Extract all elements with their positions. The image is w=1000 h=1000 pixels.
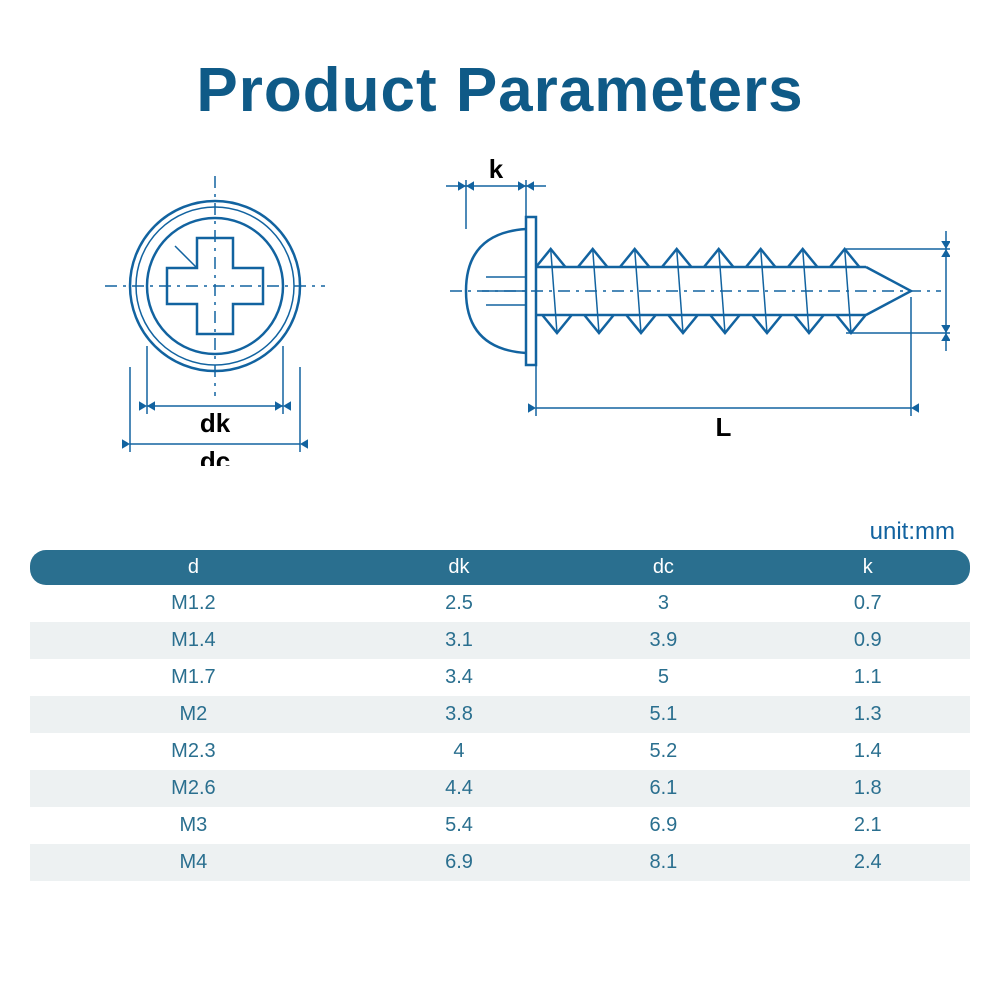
svg-text:dc: dc (200, 446, 230, 466)
table-cell: M1.2 (30, 585, 357, 622)
table-cell: M2 (30, 696, 357, 733)
table-cell: M1.4 (30, 622, 357, 659)
table-cell: 5 (561, 659, 765, 696)
table-cell: 1.4 (766, 733, 970, 770)
table-cell: M2.3 (30, 733, 357, 770)
table-row: M1.22.530.7 (30, 585, 970, 622)
table-cell: 1.1 (766, 659, 970, 696)
table-cell: 4 (357, 733, 561, 770)
table-cell: 3 (561, 585, 765, 622)
table-row: M1.43.13.90.9 (30, 622, 970, 659)
table-header-cell: d (30, 550, 357, 585)
table-cell: 2.4 (766, 844, 970, 881)
table-row: M46.98.12.4 (30, 844, 970, 881)
table-cell: 8.1 (561, 844, 765, 881)
table-cell: 5.2 (561, 733, 765, 770)
table-header-cell: dk (357, 550, 561, 585)
table-cell: M4 (30, 844, 357, 881)
table-cell: 6.9 (561, 807, 765, 844)
table-row: M35.46.92.1 (30, 807, 970, 844)
table-cell: 6.1 (561, 770, 765, 807)
table-cell: 1.8 (766, 770, 970, 807)
table-cell: 3.9 (561, 622, 765, 659)
svg-text:dk: dk (200, 408, 231, 438)
table-cell: 3.8 (357, 696, 561, 733)
table-header-row: ddkdck (30, 550, 970, 585)
unit-label: unit:mm (870, 518, 955, 546)
table-cell: 0.7 (766, 585, 970, 622)
table-row: M1.73.451.1 (30, 659, 970, 696)
svg-text:k: k (489, 156, 504, 184)
table-row: M2.64.46.11.8 (30, 770, 970, 807)
table-row: M23.85.11.3 (30, 696, 970, 733)
table-cell: 2.1 (766, 807, 970, 844)
table-cell: 4.4 (357, 770, 561, 807)
table-cell: 5.1 (561, 696, 765, 733)
table-header-cell: dc (561, 550, 765, 585)
screw-diagram: dkdckdL (50, 156, 950, 466)
table-cell: M2.6 (30, 770, 357, 807)
page-title: Product Parameters (0, 0, 1000, 126)
table-row: M2.345.21.4 (30, 733, 970, 770)
table-header-cell: k (766, 550, 970, 585)
table-cell: 3.4 (357, 659, 561, 696)
svg-text:L: L (716, 412, 732, 442)
table-body: M1.22.530.7M1.43.13.90.9M1.73.451.1M23.8… (30, 585, 970, 881)
table-cell: M3 (30, 807, 357, 844)
table-cell: 0.9 (766, 622, 970, 659)
table-cell: 2.5 (357, 585, 561, 622)
table-cell: 5.4 (357, 807, 561, 844)
parameters-table: ddkdck M1.22.530.7M1.43.13.90.9M1.73.451… (30, 550, 970, 881)
table-cell: M1.7 (30, 659, 357, 696)
table-cell: 3.1 (357, 622, 561, 659)
table-cell: 6.9 (357, 844, 561, 881)
table-cell: 1.3 (766, 696, 970, 733)
